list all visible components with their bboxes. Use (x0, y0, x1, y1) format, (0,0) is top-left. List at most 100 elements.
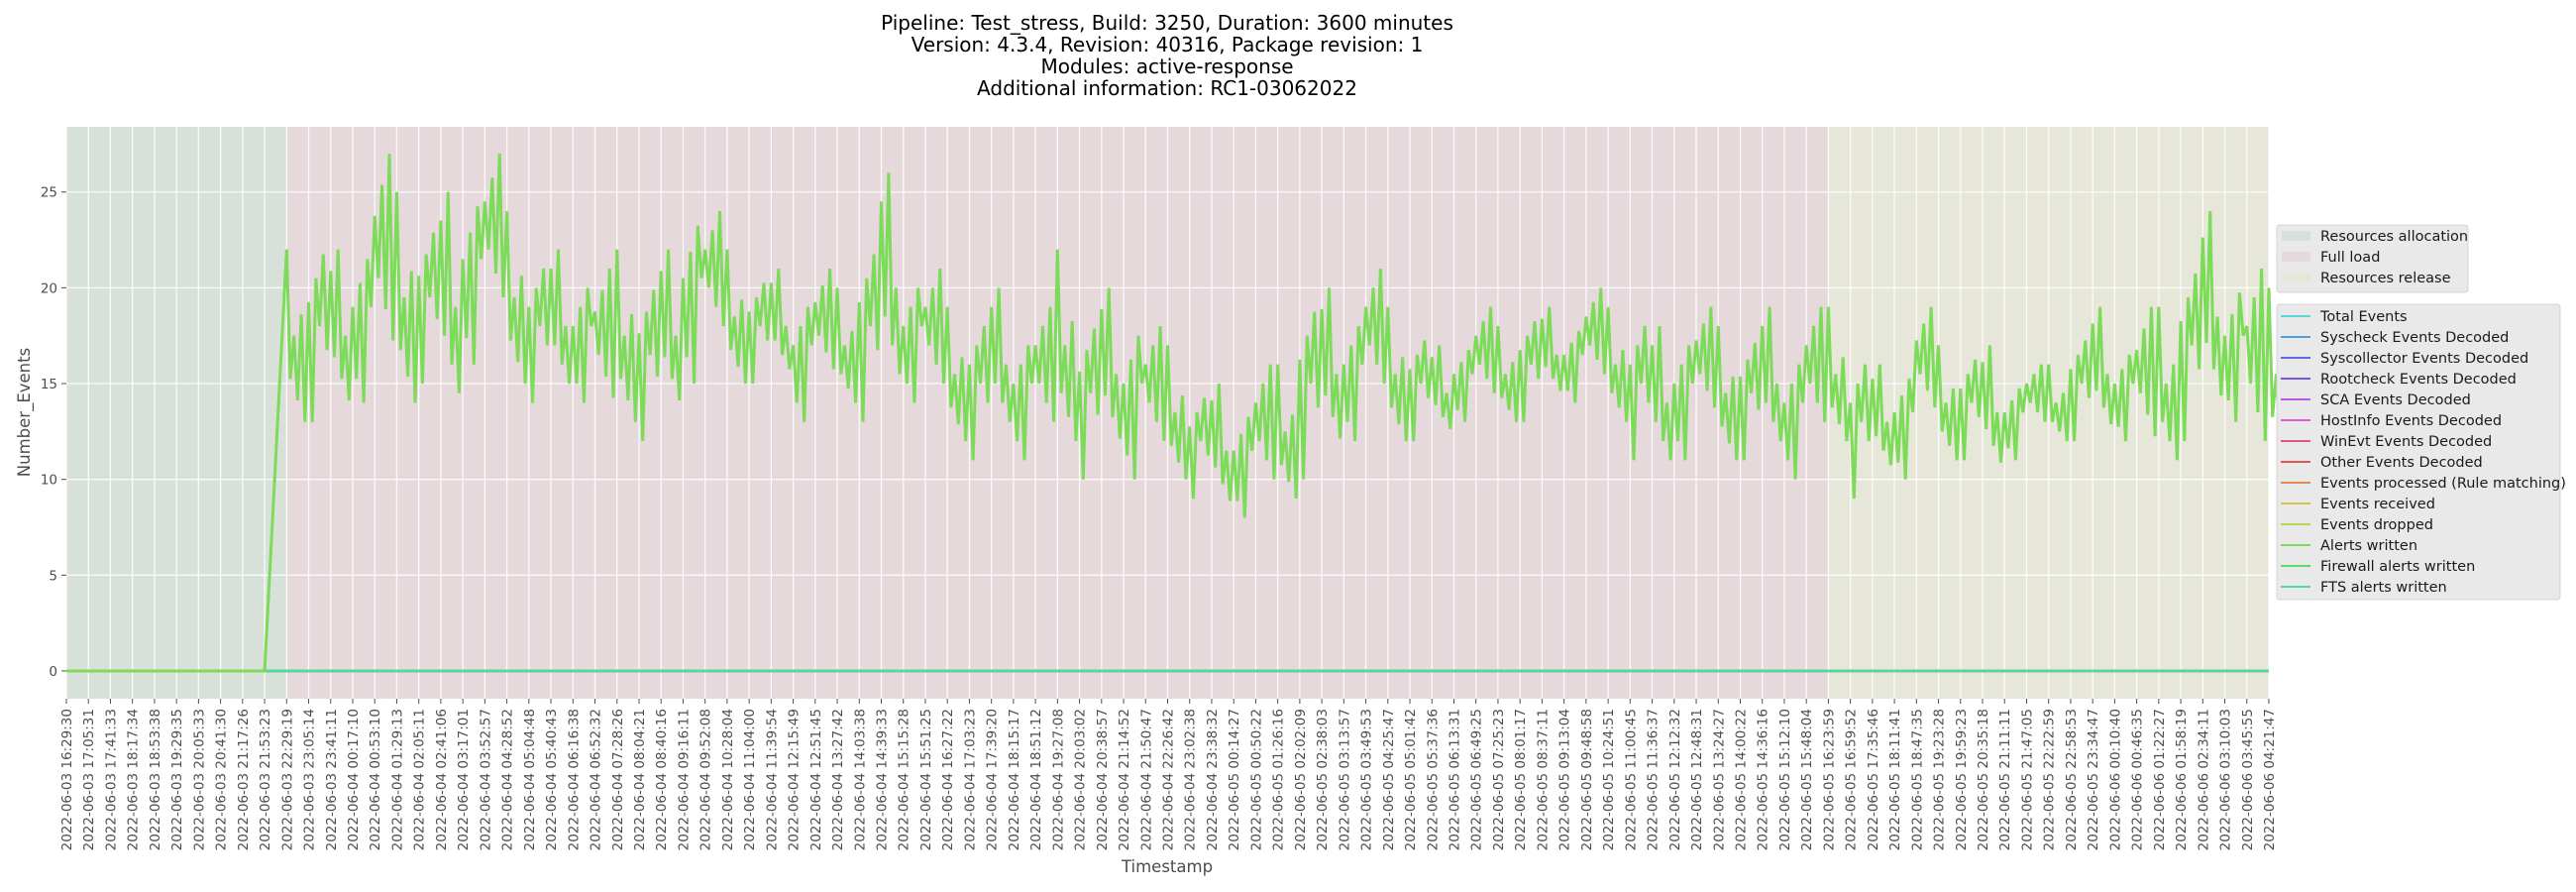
x-tick-label: 2022-06-05 03:49:53 (1359, 709, 1375, 850)
x-tick-label: 2022-06-04 15:15:28 (897, 709, 912, 850)
x-tick-label: 2022-06-04 16:27:22 (940, 709, 956, 850)
x-tick-label: 2022-06-05 08:01:17 (1513, 709, 1529, 850)
x-tick-label: 2022-06-03 19:29:35 (169, 709, 185, 850)
x-tick-label: 2022-06-03 17:41:33 (103, 709, 119, 850)
x-tick-label: 2022-06-05 16:59:52 (1844, 709, 1860, 850)
x-tick-label: 2022-06-05 15:12:10 (1777, 709, 1793, 850)
title-line: Modules: active-response (1040, 55, 1293, 78)
x-tick-label: 2022-06-03 23:41:11 (324, 709, 340, 850)
y-tick-label: 15 (41, 377, 57, 392)
legend-box (2276, 224, 2469, 293)
x-tick-label: 2022-06-05 19:23:28 (1932, 709, 1948, 850)
x-tick-label: 2022-06-05 11:00:45 (1623, 709, 1639, 850)
x-tick-label: 2022-06-04 14:03:38 (852, 709, 868, 850)
legend-label: WinEvt Events Decoded (2320, 434, 2492, 450)
x-tick-label: 2022-06-05 17:35:46 (1866, 709, 1881, 850)
x-tick-label: 2022-06-05 00:14:27 (1227, 709, 1242, 850)
x-tick-label: 2022-06-06 01:58:19 (2174, 709, 2190, 850)
legend-label: Syscollector Events Decoded (2320, 351, 2528, 367)
grid (65, 127, 2270, 699)
title-line: Pipeline: Test_stress, Build: 3250, Dura… (881, 11, 1453, 35)
x-axis-ticks: 2022-06-03 16:29:30 2022-06-03 17:05:31 20… (59, 699, 2278, 850)
legend-label: Full load (2320, 250, 2380, 266)
x-tick-label: 2022-06-04 23:02:38 (1183, 709, 1199, 850)
x-tick-label: 2022-06-04 04:28:52 (500, 709, 516, 850)
x-tick-label: 2022-06-05 00:50:22 (1248, 709, 1264, 850)
legend-label: Events received (2320, 497, 2435, 512)
x-tick-label: 2022-06-04 11:39:54 (764, 709, 780, 850)
x-tick-label: 2022-06-05 15:48:04 (1799, 709, 1815, 850)
legend-label: Syscheck Events Decoded (2320, 330, 2509, 346)
x-tick-label: 2022-06-04 07:28:26 (610, 709, 626, 850)
x-tick-label: 2022-06-04 00:17:10 (346, 709, 362, 850)
x-tick-label: 2022-06-05 02:38:03 (1315, 709, 1331, 850)
x-tick-label: 2022-06-04 13:27:42 (830, 709, 846, 850)
x-tick-label: 2022-06-06 03:10:03 (2218, 709, 2234, 850)
x-tick-label: 2022-06-04 09:52:08 (698, 709, 714, 850)
x-tick-label: 2022-06-03 23:05:14 (302, 709, 318, 850)
legend-label: SCA Events Decoded (2320, 392, 2471, 408)
x-tick-label: 2022-06-05 13:24:27 (1711, 709, 1727, 850)
x-tick-label: 2022-06-05 08:37:11 (1535, 709, 1551, 850)
x-tick-label: 2022-06-04 15:51:25 (918, 709, 934, 850)
x-tick-label: 2022-06-03 22:29:19 (279, 709, 295, 850)
x-tick-label: 2022-06-05 21:11:11 (1997, 709, 2013, 850)
x-tick-label: 2022-06-05 05:37:36 (1425, 709, 1441, 850)
x-tick-label: 2022-06-06 01:22:27 (2152, 709, 2168, 850)
x-tick-label: 2022-06-04 21:50:47 (1138, 709, 1154, 850)
x-tick-label: 2022-06-04 05:04:48 (522, 709, 538, 850)
x-tick-label: 2022-06-05 09:13:04 (1557, 709, 1573, 850)
phase-legend: Resources allocation Full load Resources r… (2276, 224, 2469, 293)
x-tick-label: 2022-06-04 23:38:32 (1205, 709, 1221, 850)
x-tick-label: 2022-06-06 00:46:35 (2130, 709, 2146, 850)
x-tick-label: 2022-06-05 16:23:59 (1821, 709, 1837, 850)
y-axis-ticks: 0 5 10 15 20 25 (41, 185, 66, 680)
x-tick-label: 2022-06-04 17:03:23 (962, 709, 978, 850)
x-tick-label: 2022-06-05 04:25:47 (1381, 709, 1397, 850)
x-tick-label: 2022-06-05 05:01:42 (1403, 709, 1419, 850)
x-tick-label: 2022-06-04 09:16:11 (676, 709, 692, 850)
legend-label: Other Events Decoded (2320, 455, 2483, 471)
x-tick-label: 2022-06-05 01:26:16 (1271, 709, 1287, 850)
x-tick-label: 2022-06-03 21:53:23 (258, 709, 273, 850)
x-tick-label: 2022-06-03 17:05:31 (81, 709, 97, 850)
x-tick-label: 2022-06-04 03:52:57 (478, 709, 493, 850)
x-tick-label: 2022-06-04 01:29:13 (389, 709, 405, 850)
x-tick-label: 2022-06-03 21:17:26 (236, 709, 252, 850)
x-tick-label: 2022-06-05 06:49:25 (1469, 709, 1485, 850)
x-tick-label: 2022-06-06 04:21:47 (2262, 709, 2278, 850)
x-tick-label: 2022-06-03 16:29:30 (59, 709, 75, 850)
series-line-alerts-written (66, 154, 2289, 673)
title-line: Additional information: RC1-03062022 (977, 76, 1357, 100)
legend-label: FTS alerts written (2320, 580, 2447, 596)
chart-title: Pipeline: Test_stress, Build: 3250, Dura… (881, 11, 1453, 100)
x-tick-label: 2022-06-05 03:13:57 (1337, 709, 1352, 850)
x-tick-label: 2022-06-05 22:58:53 (2064, 709, 2080, 850)
y-tick-label: 5 (49, 568, 57, 584)
x-tick-label: 2022-06-04 18:51:12 (1028, 709, 1044, 850)
y-axis-label: Number_Events (15, 348, 35, 477)
x-tick-label: 2022-06-04 20:38:57 (1095, 709, 1111, 850)
x-tick-label: 2022-06-04 00:53:10 (368, 709, 383, 850)
title-line: Version: 4.3.4, Revision: 40316, Package… (912, 33, 1424, 56)
legend-swatch (2282, 273, 2310, 282)
x-tick-label: 2022-06-06 02:34:11 (2196, 709, 2211, 850)
x-tick-label: 2022-06-04 08:40:16 (654, 709, 670, 850)
series-legend: Total Events Syscheck Events Decoded Sysco… (2276, 303, 2566, 601)
x-tick-label: 2022-06-04 03:17:01 (456, 709, 472, 850)
x-tick-label: 2022-06-04 14:39:33 (875, 709, 891, 850)
x-tick-label: 2022-06-04 19:27:08 (1050, 709, 1066, 850)
legend-label: Firewall alerts written (2320, 559, 2475, 575)
legend-label: Resources allocation (2320, 229, 2468, 245)
legend-label: Alerts written (2320, 538, 2417, 554)
x-tick-label: 2022-06-05 23:34:47 (2086, 709, 2101, 850)
x-tick-label: 2022-06-04 06:52:32 (589, 709, 604, 850)
y-tick-label: 20 (41, 280, 57, 296)
x-tick-label: 2022-06-04 18:15:17 (1007, 709, 1022, 850)
x-tick-label: 2022-06-05 22:22:59 (2042, 709, 2058, 850)
x-tick-label: 2022-06-05 18:11:41 (1887, 709, 1903, 850)
series-lines (66, 154, 2289, 673)
legend-label: Events dropped (2320, 517, 2433, 533)
legend-label: HostInfo Events Decoded (2320, 413, 2502, 429)
x-tick-label: 2022-06-04 17:39:20 (985, 709, 1001, 850)
